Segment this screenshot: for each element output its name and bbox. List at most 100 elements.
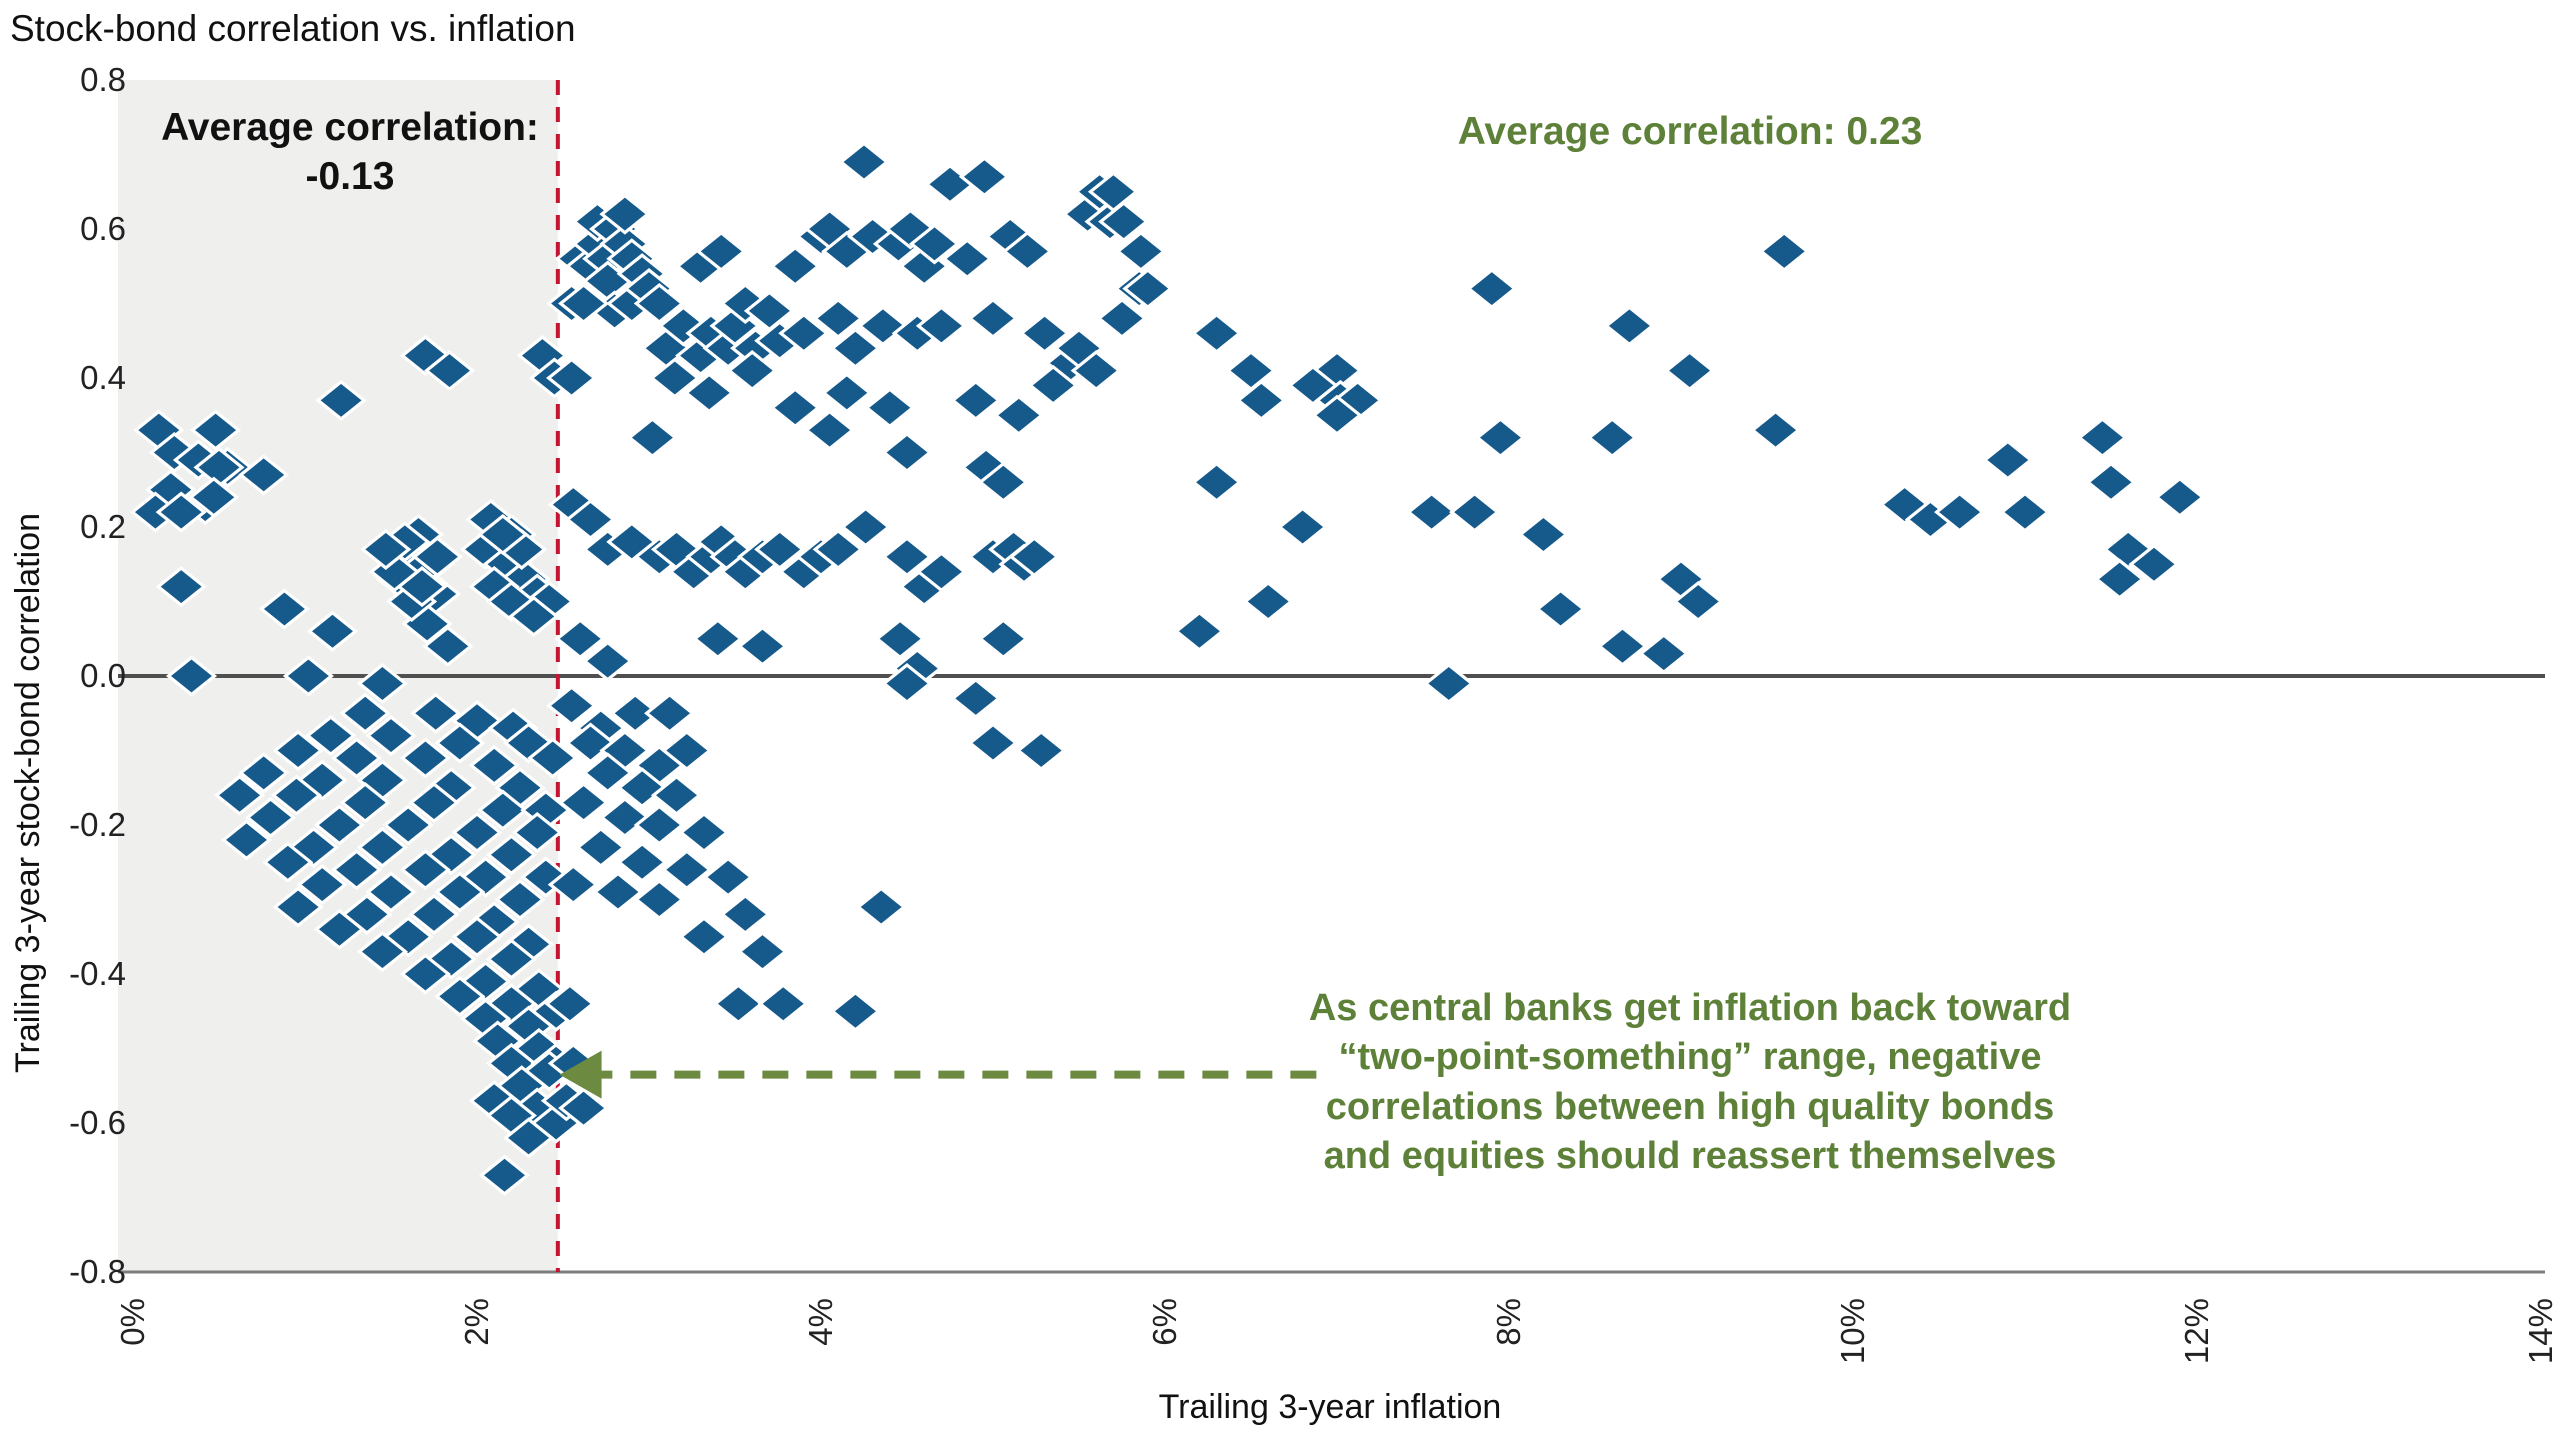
data-point (769, 245, 821, 287)
data-point (1449, 491, 1501, 533)
data-point (558, 1087, 610, 1129)
data-point (503, 1117, 555, 1159)
data-point (649, 357, 701, 399)
data-point (399, 849, 451, 891)
data-point (695, 230, 747, 272)
data-point (511, 811, 563, 854)
data-point (633, 804, 685, 846)
data-point (485, 938, 537, 980)
data-point (908, 223, 961, 265)
data-point (547, 864, 599, 906)
data-point (546, 357, 598, 399)
data-point (915, 305, 967, 347)
x-tick-label: 4% (802, 1298, 839, 1346)
data-point (633, 878, 685, 921)
data-point (736, 931, 789, 973)
data-point (1638, 633, 1690, 675)
data-point (626, 417, 678, 459)
data-point (2094, 558, 2146, 600)
data-point (1664, 350, 1716, 392)
data-point (365, 715, 417, 757)
data-point (633, 282, 685, 325)
data-point (1474, 417, 1526, 459)
data-point (477, 513, 529, 556)
data-point (967, 722, 1019, 764)
data-point (678, 811, 730, 854)
data-point (1466, 268, 1518, 310)
data-point (1235, 379, 1287, 421)
data-point (1672, 580, 1724, 623)
x-tick-label: 14% (2522, 1298, 2559, 1365)
data-point (1750, 409, 1802, 451)
data-point (360, 528, 412, 570)
data-point (313, 804, 365, 846)
data-point (245, 796, 297, 839)
data-point (1535, 588, 1587, 630)
y-tick-label: -0.4 (69, 955, 126, 992)
data-point (296, 864, 348, 906)
x-tick-label: 10% (1834, 1298, 1871, 1365)
data-point (683, 372, 735, 414)
data-point (864, 387, 916, 429)
data-point (881, 536, 933, 578)
data-point (915, 551, 967, 593)
data-point (1517, 513, 1569, 556)
data-point (382, 804, 434, 846)
y-tick-label: -0.8 (69, 1253, 126, 1290)
data-point (315, 379, 367, 421)
data-point (702, 856, 754, 898)
data-point (678, 916, 730, 958)
data-point (451, 916, 503, 958)
data-point (812, 297, 864, 339)
data-point (1311, 394, 1363, 436)
data-point (331, 849, 383, 891)
data-point (757, 983, 809, 1025)
data-point (769, 387, 821, 429)
data-point (1225, 350, 1277, 392)
data-point (599, 193, 651, 235)
data-point (1586, 417, 1638, 459)
data-point (554, 618, 606, 660)
data-point (650, 774, 703, 816)
data-point (1122, 268, 1174, 310)
data-point (712, 983, 764, 1025)
avg-correlation-below-label: Average correlation: -0.13 (161, 106, 539, 198)
data-point (356, 826, 408, 868)
data-point (950, 677, 1002, 719)
data-point (155, 566, 207, 608)
y-tick-label: 0.6 (80, 210, 126, 247)
data-point (941, 238, 993, 280)
data-point (840, 506, 892, 548)
data-point (1019, 312, 1071, 354)
data-point (2128, 543, 2180, 585)
y-tick-label: 0.0 (80, 657, 126, 694)
data-point (527, 737, 579, 779)
data-point (829, 990, 881, 1032)
data-point (305, 715, 357, 757)
data-point (508, 595, 560, 637)
data-point (365, 871, 417, 913)
data-point (1096, 297, 1148, 339)
data-point (434, 975, 486, 1017)
data-point (1087, 171, 1139, 213)
data-point (282, 655, 334, 697)
y-tick-label: -0.2 (69, 806, 126, 843)
data-point (190, 409, 242, 451)
data-point (408, 782, 460, 824)
data-point (719, 893, 771, 935)
data-point (1277, 506, 1329, 548)
data-point (408, 893, 460, 935)
data-point (238, 752, 290, 794)
data-point (238, 454, 290, 496)
data-point (592, 871, 644, 913)
data-point (1242, 580, 1294, 623)
data-point (616, 841, 668, 883)
data-point (564, 498, 617, 541)
data-point (726, 350, 778, 392)
callout-annotation: As central banks get inflation back towa… (1308, 987, 2072, 1178)
data-point (1596, 625, 1649, 667)
data-point (544, 983, 596, 1025)
y-tick-label: 0.4 (80, 359, 126, 396)
